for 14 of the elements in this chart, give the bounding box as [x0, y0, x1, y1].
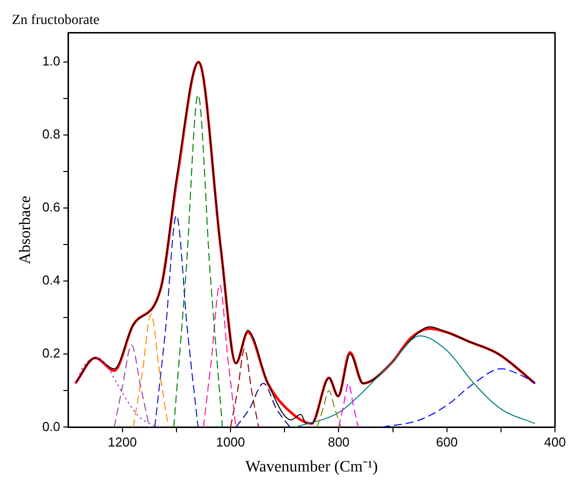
y-tick-label: 0.6 — [42, 200, 60, 215]
x-tick-label: 800 — [328, 434, 350, 450]
chart-title: Zn fructoborate — [12, 13, 100, 28]
y-tick-label: 0.4 — [42, 272, 60, 288]
y-axis-title: Absorbace — [16, 196, 34, 264]
x-tick-label: 1200 — [108, 434, 137, 450]
y-tick-label: 0.0 — [42, 418, 60, 434]
x-axis-title: Wavenumber (Cm⁻¹) — [245, 458, 378, 476]
x-tick-label: 600 — [436, 434, 458, 450]
y-tick-label: 0.8 — [42, 126, 60, 142]
y-tick-label: 1.0 — [42, 54, 60, 69]
y-tick-label: 0.2 — [42, 346, 60, 361]
x-tick-label: 400 — [544, 434, 566, 450]
x-tick-label: 1000 — [216, 434, 245, 450]
